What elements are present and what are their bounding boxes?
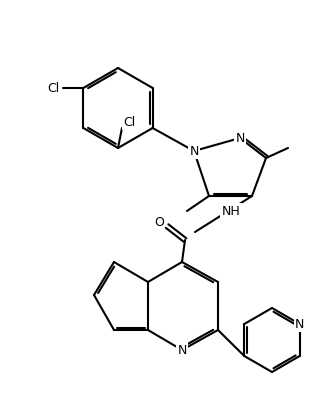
Text: N: N	[295, 318, 304, 330]
Text: N: N	[235, 131, 245, 145]
Text: NH: NH	[222, 204, 240, 218]
Text: Cl: Cl	[123, 115, 135, 129]
Text: Cl: Cl	[47, 82, 60, 94]
Text: O: O	[154, 215, 164, 229]
Text: N: N	[177, 344, 187, 356]
Text: N: N	[189, 145, 199, 157]
